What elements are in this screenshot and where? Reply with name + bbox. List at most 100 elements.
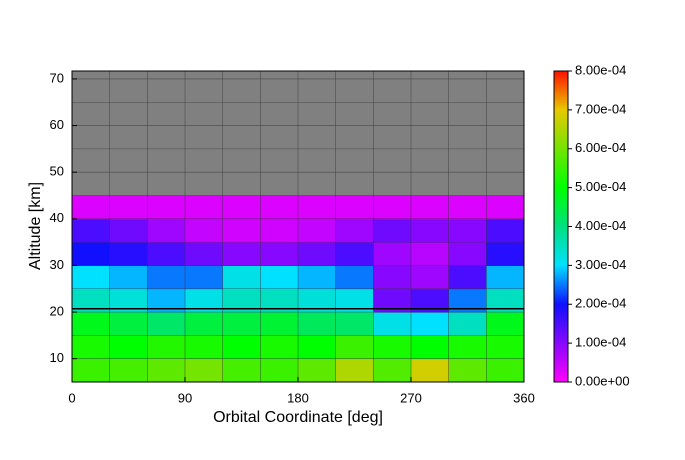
- heatmap-cell: [72, 335, 111, 360]
- heatmap-cell: [298, 265, 337, 290]
- heatmap-cell: [373, 288, 412, 313]
- heatmap-cell: [72, 265, 111, 290]
- heatmap-cell: [222, 335, 261, 360]
- colorbar-tick-label: 1.00e-04: [575, 335, 626, 350]
- heatmap-cell: [185, 242, 224, 266]
- heatmap-cell: [147, 218, 186, 243]
- heatmap-cell: [335, 335, 374, 360]
- heatmap-cell: [298, 195, 337, 220]
- heatmap-cell: [448, 218, 487, 243]
- heatmap-cell: [72, 288, 111, 313]
- heatmap-cell: [222, 358, 261, 382]
- heatmap-cell: [373, 358, 412, 382]
- heatmap-cell: [109, 358, 148, 382]
- heatmap-cell: [72, 242, 111, 266]
- heatmap-cell: [72, 358, 111, 382]
- heatmap-cell: [373, 265, 412, 290]
- x-tick-label: 0: [68, 390, 75, 405]
- x-tick-label: 180: [287, 390, 309, 405]
- heatmap-cell: [298, 242, 337, 266]
- heatmap-cell: [72, 218, 111, 243]
- heatmap-cell: [486, 358, 524, 382]
- heatmap-cell: [222, 312, 261, 336]
- heatmap-cell: [260, 358, 299, 382]
- heatmap-cell: [147, 358, 186, 382]
- heatmap-cell: [260, 312, 299, 336]
- heatmap-cell: [260, 335, 299, 360]
- heatmap-cell: [260, 242, 299, 266]
- heatmap-cell: [448, 195, 487, 220]
- heatmap-cell: [222, 195, 261, 220]
- heatmap-cell: [260, 265, 299, 290]
- y-tick-label: 70: [50, 70, 64, 85]
- colorbar-tick-label: 6.00e-04: [575, 140, 626, 155]
- heatmap-cell: [109, 288, 148, 313]
- heatmap-cell: [411, 335, 450, 360]
- y-tick-label: 10: [50, 350, 64, 365]
- heatmap: [72, 195, 524, 382]
- heatmap-cell: [109, 242, 148, 266]
- heatmap-cell: [448, 312, 487, 336]
- heatmap-cell: [72, 195, 111, 220]
- colorbar-tick-label: 7.00e-04: [575, 101, 626, 116]
- heatmap-cell: [335, 195, 374, 220]
- heatmap-cell: [72, 312, 111, 336]
- x-axis-title: Orbital Coordinate [deg]: [213, 409, 383, 426]
- heatmap-cell: [335, 218, 374, 243]
- heatmap-cell: [298, 358, 337, 382]
- heatmap-cell: [411, 242, 450, 266]
- heatmap-cell: [222, 265, 261, 290]
- heatmap-cell: [185, 265, 224, 290]
- heatmap-cell: [448, 265, 487, 290]
- heatmap-cell: [298, 218, 337, 243]
- heatmap-cell: [335, 358, 374, 382]
- heatmap-cell: [222, 288, 261, 313]
- colorbar-tick-label: 0.00e+00: [575, 373, 630, 388]
- heatmap-cell: [147, 288, 186, 313]
- heatmap-cell: [109, 335, 148, 360]
- heatmap-cell: [185, 195, 224, 220]
- heatmap-cell: [448, 288, 487, 313]
- heatmap-cell: [147, 312, 186, 336]
- heatmap-cell: [185, 218, 224, 243]
- heatmap-cell: [411, 358, 450, 382]
- x-tick-label: 270: [400, 390, 422, 405]
- heatmap-cell: [486, 218, 524, 243]
- y-tick-label: 50: [50, 164, 64, 179]
- heatmap-cell: [109, 218, 148, 243]
- heatmap-cell: [373, 312, 412, 336]
- heatmap-cell: [185, 312, 224, 336]
- heatmap-cell: [486, 288, 524, 313]
- heatmap-cell: [373, 242, 412, 266]
- heatmap-cell: [486, 335, 524, 360]
- heatmap-cell: [373, 218, 412, 243]
- heatmap-cell: [335, 265, 374, 290]
- heatmap-cell: [373, 195, 412, 220]
- heatmap-cell: [298, 288, 337, 313]
- heatmap-cell: [448, 358, 487, 382]
- x-tick-label: 90: [178, 390, 192, 405]
- heatmap-cell: [109, 312, 148, 336]
- heatmap-cell: [185, 288, 224, 313]
- heatmap-cell: [147, 242, 186, 266]
- heatmap-cell: [373, 335, 412, 360]
- heatmap-cell: [147, 265, 186, 290]
- heatmap-cell: [109, 195, 148, 220]
- heatmap-cell: [260, 218, 299, 243]
- y-tick-label: 60: [50, 117, 64, 132]
- heatmap-cell: [260, 288, 299, 313]
- colorbar-tick-label: 8.00e-04: [575, 62, 626, 77]
- heatmap-cell: [222, 242, 261, 266]
- heatmap-cell: [222, 218, 261, 243]
- x-tick-label: 360: [513, 390, 535, 405]
- heatmap-cell: [335, 242, 374, 266]
- colorbar: [553, 70, 569, 383]
- y-axis-title: Altitude [km]: [27, 182, 44, 270]
- colorbar-tick-label: 4.00e-04: [575, 218, 626, 233]
- heatmap-cell: [298, 335, 337, 360]
- heatmap-cell: [260, 195, 299, 220]
- y-tick-label: 20: [50, 303, 64, 318]
- y-tick-label: 30: [50, 257, 64, 272]
- colorbar-tick-label: 5.00e-04: [575, 179, 626, 194]
